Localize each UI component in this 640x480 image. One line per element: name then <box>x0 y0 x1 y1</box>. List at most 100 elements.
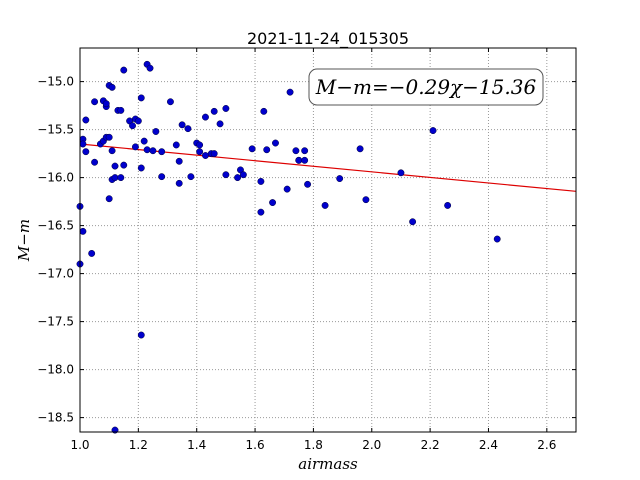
data-point <box>175 157 183 165</box>
data-point <box>222 171 230 179</box>
data-point <box>257 177 265 185</box>
data-point <box>286 88 294 96</box>
data-point <box>362 196 370 204</box>
data-point <box>129 122 136 130</box>
data-point <box>248 145 256 153</box>
data-point <box>304 180 312 188</box>
data-point <box>152 128 160 135</box>
data-point <box>79 227 87 235</box>
data-point <box>140 137 148 145</box>
x-axis-label: airmass <box>298 455 358 473</box>
data-point <box>301 147 309 155</box>
data-point <box>111 174 119 182</box>
data-point <box>91 158 99 166</box>
data-point <box>295 156 303 164</box>
y-axis-label: M−m <box>15 219 33 262</box>
data-point <box>239 171 247 179</box>
data-point <box>149 147 157 155</box>
data-point <box>444 201 452 209</box>
data-point <box>172 141 180 149</box>
y-tick-label: −15.5 <box>37 123 74 137</box>
chart-title: 2021-11-24_015305 <box>247 29 409 49</box>
data-point <box>137 94 145 102</box>
data-point <box>409 218 417 226</box>
data-point <box>216 120 224 128</box>
data-point <box>105 133 113 141</box>
data-point <box>356 145 364 153</box>
plot-frame <box>79 47 577 433</box>
data-point <box>397 169 405 177</box>
data-point <box>117 106 125 114</box>
data-point <box>263 146 271 154</box>
y-axis: −15.0 −15.5 −16.0 −16.5 −17.0 −17.5 −18.0 −18.5 <box>37 75 576 425</box>
data-point <box>429 127 437 135</box>
data-point <box>234 174 242 182</box>
x-tick-label: 1.2 <box>129 438 148 452</box>
y-tick-label: −16.0 <box>37 171 74 185</box>
x-tick-label: 1.4 <box>187 438 206 452</box>
data-point <box>272 139 279 147</box>
x-tick-label: 2.2 <box>421 438 440 452</box>
data-point <box>120 66 128 74</box>
x-tick-label: 1.6 <box>246 438 265 452</box>
x-tick-label: 1.0 <box>70 438 89 452</box>
data-point <box>210 150 218 158</box>
y-tick-label: −18.5 <box>37 411 74 425</box>
data-point <box>134 117 142 125</box>
data-point <box>336 175 344 183</box>
data-point <box>79 140 87 148</box>
x-tick-label: 2.0 <box>362 438 381 452</box>
grid <box>79 48 576 432</box>
data-point <box>196 148 204 156</box>
data-point <box>117 174 125 182</box>
data-point <box>292 147 300 155</box>
data-point <box>82 148 90 156</box>
fit-annotation-label: M−m=−0.29χ−15.36 <box>315 75 537 99</box>
data-point <box>269 199 277 207</box>
data-point <box>257 208 265 216</box>
fit-annotation-box <box>308 68 544 106</box>
data-point <box>111 162 119 170</box>
data-point <box>184 125 192 133</box>
data-point <box>102 100 110 108</box>
x-tick-label: 2.4 <box>479 438 498 452</box>
data-point <box>108 83 116 91</box>
y-tick-label: −17.0 <box>37 267 74 281</box>
data-point <box>143 146 151 154</box>
data-point <box>202 152 209 159</box>
data-point <box>137 164 145 172</box>
data-point <box>105 195 113 203</box>
fit-annotation: M−m=−0.29χ−15.36 <box>308 68 544 106</box>
y-tick-label: −16.5 <box>37 219 74 233</box>
data-point <box>178 121 186 129</box>
data-point <box>175 179 183 187</box>
x-tick-label: 2.6 <box>537 438 556 452</box>
data-point <box>82 116 90 124</box>
data-point <box>120 161 128 169</box>
data-point <box>88 249 96 257</box>
data-point <box>202 113 209 121</box>
data-point <box>301 156 309 164</box>
data-point <box>146 64 154 72</box>
data-point <box>166 98 174 106</box>
data-point <box>91 98 99 106</box>
y-tick-label: −17.5 <box>37 315 74 329</box>
data-point <box>222 105 230 112</box>
data-point <box>137 331 145 339</box>
data-point <box>131 143 139 151</box>
y-tick-label: −15.0 <box>37 75 74 89</box>
data-point <box>210 107 218 115</box>
data-point <box>196 141 204 149</box>
x-tick-label: 1.8 <box>304 438 323 452</box>
data-point <box>108 147 116 155</box>
y-tick-label: −18.0 <box>37 363 74 377</box>
data-point <box>187 173 195 181</box>
data-point <box>321 201 329 209</box>
data-point <box>260 107 268 115</box>
data-point <box>158 148 166 156</box>
data-point <box>493 235 501 243</box>
data-point <box>283 185 291 193</box>
data-points <box>76 60 501 434</box>
data-point <box>158 173 166 181</box>
